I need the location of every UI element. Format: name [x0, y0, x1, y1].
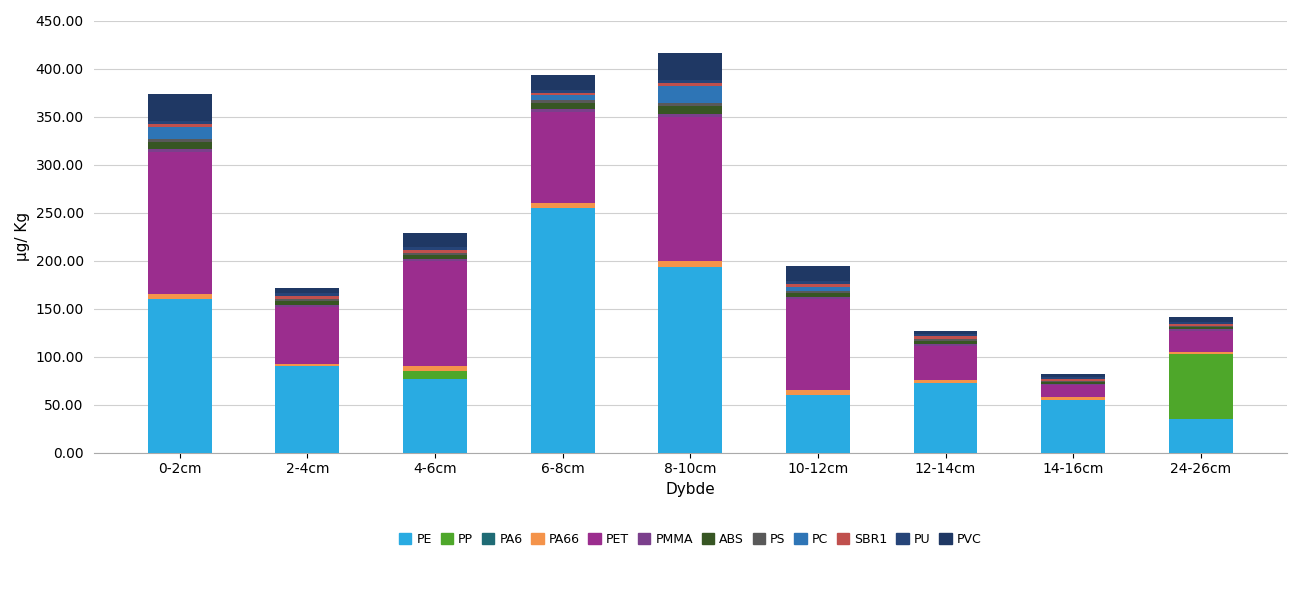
Bar: [404, 379, 467, 453]
Bar: [147, 152, 212, 294]
Bar: [1042, 397, 1105, 400]
Bar: [659, 114, 723, 117]
Bar: [147, 139, 212, 141]
Bar: [1169, 326, 1233, 327]
X-axis label: Dybde: Dybde: [665, 482, 715, 497]
Bar: [659, 261, 723, 267]
Bar: [531, 208, 595, 453]
Bar: [1169, 352, 1233, 354]
Bar: [659, 106, 723, 114]
Bar: [147, 127, 212, 139]
Bar: [147, 94, 212, 121]
Bar: [659, 86, 723, 103]
Bar: [1169, 322, 1233, 324]
Bar: [531, 93, 595, 96]
Bar: [531, 96, 595, 100]
Bar: [914, 337, 978, 340]
Bar: [1042, 380, 1105, 382]
Bar: [404, 366, 467, 371]
Bar: [1169, 419, 1233, 453]
Bar: [786, 284, 850, 287]
Bar: [659, 267, 723, 453]
Bar: [147, 149, 212, 152]
Bar: [914, 346, 978, 380]
Bar: [404, 247, 467, 250]
Bar: [404, 253, 467, 255]
Bar: [786, 390, 850, 395]
Bar: [147, 299, 212, 453]
Bar: [786, 287, 850, 291]
Bar: [276, 288, 340, 293]
Bar: [659, 83, 723, 86]
Bar: [914, 340, 978, 341]
Bar: [276, 301, 340, 305]
Bar: [404, 258, 467, 261]
Bar: [276, 364, 340, 366]
Bar: [531, 112, 595, 203]
Bar: [531, 90, 595, 93]
Bar: [786, 266, 850, 281]
Bar: [531, 109, 595, 112]
Bar: [1042, 379, 1105, 380]
Bar: [786, 299, 850, 390]
Bar: [276, 366, 340, 453]
Y-axis label: μg/ Kg: μg/ Kg: [16, 212, 30, 261]
Bar: [914, 383, 978, 453]
Bar: [1042, 383, 1105, 385]
Bar: [531, 103, 595, 109]
Bar: [1169, 331, 1233, 352]
Bar: [1169, 329, 1233, 331]
Bar: [1169, 317, 1233, 322]
Bar: [1169, 327, 1233, 329]
Bar: [786, 281, 850, 284]
Bar: [147, 121, 212, 124]
Bar: [404, 250, 467, 253]
Bar: [276, 296, 340, 299]
Bar: [914, 331, 978, 334]
Bar: [914, 334, 978, 337]
Bar: [659, 53, 723, 80]
Bar: [276, 293, 340, 296]
Bar: [1042, 385, 1105, 397]
Bar: [404, 261, 467, 366]
Bar: [531, 203, 595, 208]
Bar: [659, 80, 723, 83]
Bar: [1169, 324, 1233, 326]
Bar: [404, 233, 467, 247]
Bar: [1042, 377, 1105, 379]
Bar: [147, 141, 212, 149]
Bar: [914, 341, 978, 344]
Bar: [786, 395, 850, 453]
Bar: [659, 103, 723, 106]
Bar: [914, 344, 978, 346]
Bar: [276, 299, 340, 301]
Bar: [786, 297, 850, 299]
Bar: [147, 124, 212, 127]
Bar: [1169, 354, 1233, 419]
Bar: [786, 293, 850, 297]
Bar: [276, 305, 340, 307]
Legend: PE, PP, PA6, PA66, PET, PMMA, ABS, PS, PC, SBR1, PU, PVC: PE, PP, PA6, PA66, PET, PMMA, ABS, PS, P…: [395, 528, 987, 551]
Bar: [276, 307, 340, 364]
Bar: [1042, 374, 1105, 377]
Bar: [404, 255, 467, 258]
Bar: [531, 75, 595, 90]
Bar: [404, 371, 467, 379]
Bar: [531, 100, 595, 103]
Bar: [147, 294, 212, 299]
Bar: [659, 117, 723, 261]
Bar: [1042, 382, 1105, 383]
Bar: [914, 380, 978, 383]
Bar: [786, 291, 850, 293]
Bar: [1042, 400, 1105, 453]
